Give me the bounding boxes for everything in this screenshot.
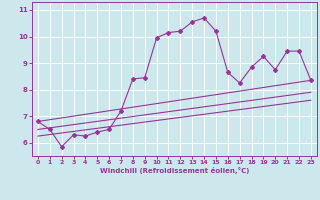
X-axis label: Windchill (Refroidissement éolien,°C): Windchill (Refroidissement éolien,°C) xyxy=(100,167,249,174)
